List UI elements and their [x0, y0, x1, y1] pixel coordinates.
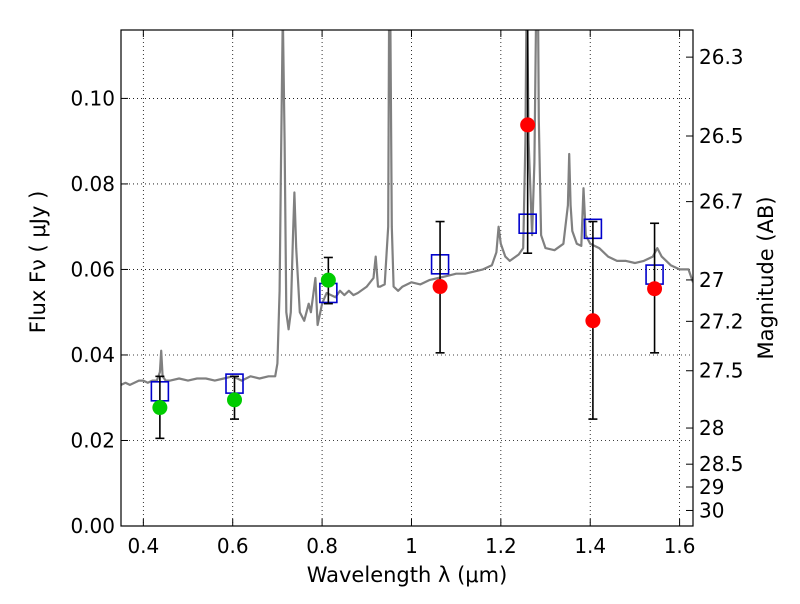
observed-optical-point	[227, 392, 243, 408]
y2-tick-label: 26.5	[699, 124, 744, 148]
y2-tick-label: 27.2	[699, 309, 744, 333]
y2-tick-label: 27.5	[699, 359, 744, 383]
x-tick-label: 1.4	[574, 534, 606, 558]
observed-infrared-point	[520, 117, 536, 133]
y-tick-label: 0.00	[70, 514, 115, 538]
observed-optical-point	[320, 272, 336, 288]
y-tick-label: 0.02	[70, 428, 115, 452]
y2-axis-title: Magnitude (AB)	[754, 196, 778, 359]
y2-tick-label: 29	[699, 475, 724, 499]
y2-tick-label: 28.5	[699, 452, 744, 476]
y2-tick-label: 26.3	[699, 45, 744, 69]
y2-tick-label: 26.7	[699, 190, 744, 214]
x-axis-title: Wavelength λ (μm)	[307, 563, 508, 587]
y-axis-title: Flux Fν ( μJy )	[26, 191, 50, 334]
y-tick-label: 0.10	[70, 86, 115, 110]
y-tick-label: 0.04	[70, 343, 115, 367]
plot-data	[121, 30, 693, 440]
observed-optical-point	[152, 400, 168, 416]
plot-frame	[120, 29, 694, 527]
x-tick-label: 1.2	[485, 534, 517, 558]
x-tick-label: 0.8	[306, 534, 338, 558]
observed-infrared-point	[647, 281, 663, 297]
y2-tick-label: 30	[699, 498, 724, 522]
y2-tick-label: 28	[699, 416, 724, 440]
axis-ticks: 0.4 0.6 0.8 1 1.2 1.4 1.6 0.00 0.02 0.04 0.06 0.08 0…	[70, 30, 744, 558]
y-tick-label: 0.06	[70, 257, 115, 281]
x-tick-label: 1.6	[664, 534, 696, 558]
x-tick-label: 0.4	[127, 534, 159, 558]
y-tick-label: 0.08	[70, 172, 115, 196]
y2-tick-label: 27	[699, 268, 724, 292]
spectrum-line	[121, 30, 693, 386]
observed-infrared-point	[585, 313, 601, 329]
x-tick-label: 1	[405, 534, 418, 558]
grid-lines	[121, 30, 693, 527]
x-tick-label: 0.6	[217, 534, 249, 558]
observed-infrared-point	[432, 279, 448, 295]
